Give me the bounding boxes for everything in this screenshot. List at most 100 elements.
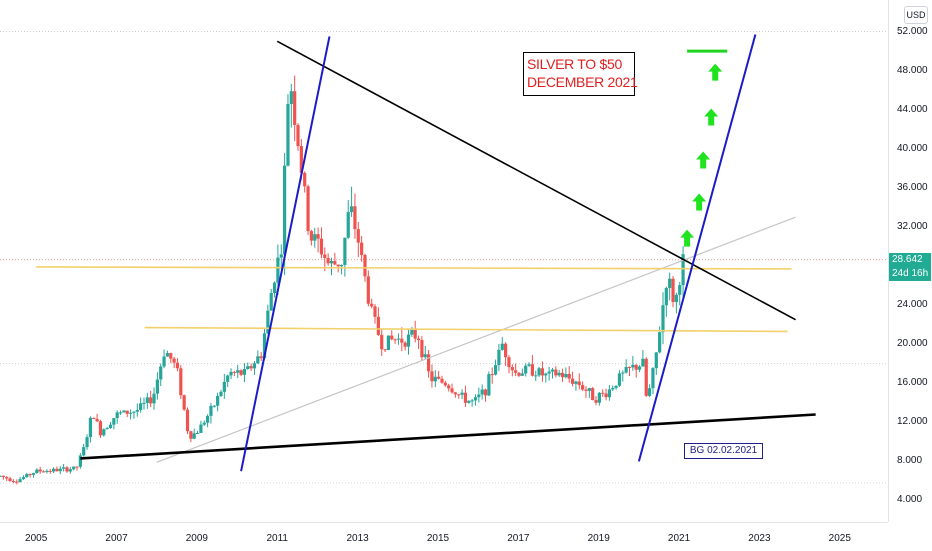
candle-body (162, 356, 166, 367)
signature-label: BG 02.02.2021 (684, 443, 763, 459)
candle-body (128, 412, 133, 414)
price-tick-label: 40.000 (897, 142, 928, 154)
candle-body (540, 368, 545, 376)
bar-countdown-tag: 24d 16h (889, 266, 931, 281)
candle-body (266, 310, 270, 334)
currency-button[interactable]: USD (904, 6, 928, 24)
candle-body (396, 338, 401, 340)
time-tick-label: 2021 (667, 533, 691, 544)
candle-body (276, 257, 280, 283)
candle-body (236, 370, 240, 373)
up-arrow-icon (692, 193, 707, 211)
candle-body (105, 428, 109, 430)
candle-body (674, 294, 678, 303)
candle-body (406, 334, 411, 347)
candle-body (283, 165, 287, 255)
candle-body (306, 186, 310, 232)
candle-body (497, 349, 501, 366)
steep-trendline-2020 (637, 34, 757, 462)
candle-body (537, 368, 541, 376)
candle-body (125, 410, 129, 414)
candle-body (92, 417, 96, 419)
candle-body (175, 362, 180, 369)
candle-body (8, 478, 12, 481)
candle-body (18, 479, 22, 483)
candle-body (631, 364, 635, 368)
time-tick-label: 2017 (507, 533, 530, 544)
time-axis[interactable]: 2005 2007 2009 2011 2013 2015 2017 2019 2021 2023… (0, 522, 888, 551)
candle-body (500, 343, 504, 350)
candle-body (614, 385, 618, 388)
candle-body (28, 474, 32, 476)
candle-body (206, 415, 210, 423)
candle-body (139, 403, 143, 411)
candle-body (11, 480, 15, 482)
price-tick-label: 16.000 (897, 377, 928, 389)
time-tick-label: 2025 (828, 533, 851, 544)
steep-trendline-2010 (240, 36, 331, 472)
candle-body (664, 287, 668, 306)
candle-body (440, 378, 444, 383)
candle-body (199, 424, 203, 433)
candle-body (249, 366, 253, 369)
candle-body (483, 389, 488, 396)
candle-body (132, 411, 136, 413)
candle-body (426, 354, 431, 372)
candle-body (577, 381, 581, 386)
candle-body (256, 356, 260, 364)
candle-body (517, 372, 521, 376)
candle-body (567, 374, 571, 379)
candle-body (356, 229, 360, 243)
candle-body (470, 400, 474, 402)
candle-body (145, 397, 149, 403)
candle-body (286, 104, 290, 166)
candle-body (1, 475, 5, 478)
candle-body (370, 303, 374, 307)
candle-body (172, 358, 176, 363)
candle-body (510, 367, 514, 371)
candle-body (75, 466, 79, 468)
price-tick-label: 24.000 (897, 299, 928, 311)
candle-body (627, 366, 632, 368)
time-tick-label: 2019 (587, 533, 610, 544)
candle-body (323, 254, 327, 258)
candle-body (681, 254, 685, 286)
candle-body (78, 455, 82, 467)
candle-body (309, 231, 314, 241)
descending-trendline (276, 40, 796, 321)
candle-body (594, 400, 598, 403)
candle-body (38, 469, 42, 472)
candle-body (560, 372, 565, 378)
candle-body (437, 376, 441, 379)
candle-body (574, 381, 578, 384)
candle-body (269, 293, 273, 311)
upper-horizontal-resistance (36, 266, 792, 270)
candle-body (400, 338, 404, 343)
candle-body (169, 353, 173, 359)
callout-line1: SILVER TO $50 (527, 56, 622, 72)
candle-body (118, 412, 123, 414)
candle-body (637, 366, 642, 370)
candle-body (85, 437, 89, 448)
candle-body (112, 418, 116, 425)
up-arrow-icon (708, 63, 723, 81)
candle-body (477, 394, 481, 398)
candle-body (296, 124, 300, 147)
candle-body (21, 477, 26, 480)
candle-body (376, 316, 380, 335)
candle-body (259, 356, 263, 359)
candle-body (98, 421, 103, 436)
candle-body (463, 392, 468, 403)
candle-body (333, 260, 337, 265)
candle-body (671, 278, 675, 303)
candle-body (514, 370, 518, 373)
candle-body (15, 481, 19, 483)
candle-body (202, 422, 206, 425)
candle-body (390, 335, 394, 340)
candle-body (617, 373, 622, 386)
candle-body (430, 371, 434, 382)
candle-body (58, 468, 62, 472)
candle-body (41, 471, 46, 473)
chart-canvas[interactable]: SILVER TO $50 DECEMBER 2021 BG 02.02.202… (0, 0, 888, 522)
up-arrow-icon (680, 229, 695, 247)
